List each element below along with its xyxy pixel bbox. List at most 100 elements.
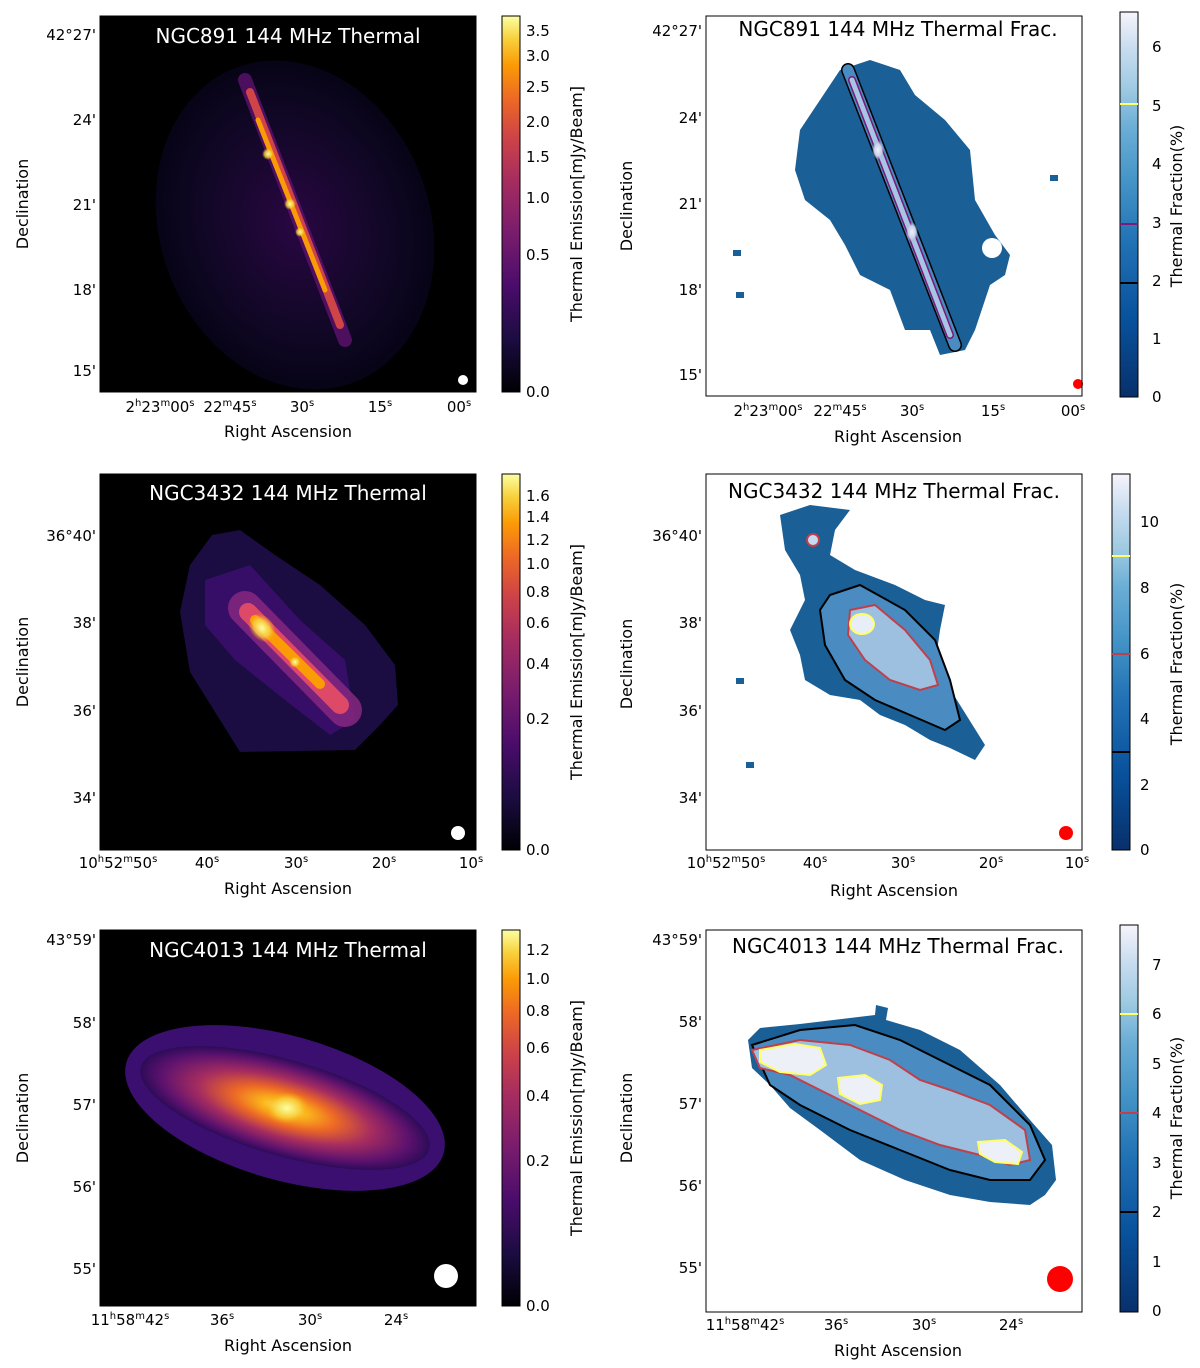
cbar-tick-label: 3 xyxy=(1152,1154,1162,1172)
cbar-tick-label: 3 xyxy=(1152,214,1162,232)
y-tick-label: 36°40' xyxy=(652,527,702,545)
panel-ngc3432-thermal: NGC3432 144 MHz Thermal 36°40' 38' 36' 3… xyxy=(13,473,586,898)
y-tick-label: 43°59' xyxy=(46,931,96,949)
y-tick-label: 56' xyxy=(73,1178,96,1196)
x-axis-label: Right Ascension xyxy=(830,881,958,900)
y-tick-label: 42°27' xyxy=(652,22,702,40)
colorbar-gradient xyxy=(1111,473,1131,851)
cbar-tick-label: 0.2 xyxy=(526,1152,550,1170)
colorbar: 0 1 2 3 4 5 6 7 Thermal Fraction(%) xyxy=(1119,924,1186,1320)
colorbar: 0.0 0.5 1.0 1.5 2.0 2.5 3.0 3.5 Thermal … xyxy=(501,15,586,401)
panel-title: NGC3432 144 MHz Thermal xyxy=(149,481,427,505)
y-tick-label: 15' xyxy=(73,362,96,380)
x-axis-label: Right Ascension xyxy=(224,422,352,441)
y-tick-label: 24' xyxy=(679,109,702,127)
y-tick-label: 57' xyxy=(73,1096,96,1114)
x-tick-labels: 10h52m50s 40s 30s 20s 10s xyxy=(687,854,1089,872)
y-tick-label: 57' xyxy=(679,1095,702,1113)
cbar-tick-label: 1.2 xyxy=(526,941,550,959)
y-tick-label: 43°59' xyxy=(652,931,702,949)
x-tick-label: 24s xyxy=(999,1316,1023,1334)
y-tick-label: 38' xyxy=(679,614,702,632)
y-axis-label: Declination xyxy=(617,1073,636,1163)
y-tick-label: 38' xyxy=(73,614,96,632)
x-axis-label: Right Ascension xyxy=(834,427,962,446)
y-tick-label: 24' xyxy=(73,111,96,129)
y-tick-labels: 42°27' 24' 21' 18' 15' xyxy=(46,26,96,380)
y-tick-label: 21' xyxy=(679,195,702,213)
cbar-tick-label: 8 xyxy=(1140,579,1150,597)
x-tick-label: 30s xyxy=(912,1316,936,1334)
map-fragment xyxy=(736,678,744,684)
y-tick-label: 18' xyxy=(73,281,96,299)
contour-6 xyxy=(806,533,820,547)
y-tick-label: 58' xyxy=(679,1013,702,1031)
y-tick-label: 55' xyxy=(679,1259,702,1277)
y-tick-label: 15' xyxy=(679,366,702,384)
x-tick-label: 36s xyxy=(824,1316,848,1334)
x-tick-label: 22m45s xyxy=(203,398,256,416)
cbar-tick-label: 3.0 xyxy=(526,47,550,65)
x-tick-label: 00s xyxy=(447,398,471,416)
hotspot xyxy=(262,148,274,160)
x-tick-labels: 11h58m42s 36s 30s 24s xyxy=(91,1311,408,1329)
x-tick-labels: 2h23m00s 22m45s 30s 15s 00s xyxy=(125,398,471,416)
y-tick-label: 42°27' xyxy=(46,26,96,44)
colorbar: 0 1 2 3 4 5 6 Thermal Fraction(%) xyxy=(1119,11,1186,406)
colorbar-label: Thermal Fraction(%) xyxy=(1167,583,1186,747)
colorbar-ticks: 0.0 0.5 1.0 1.5 2.0 2.5 3.0 3.5 xyxy=(526,22,550,401)
x-tick-label: 15s xyxy=(981,402,1005,420)
colorbar-label: Thermal Emission[mJy/Beam] xyxy=(567,86,586,323)
beam-marker xyxy=(451,826,465,840)
x-tick-label: 24s xyxy=(384,1311,408,1329)
colorbar-gradient xyxy=(501,473,521,851)
cbar-tick-label: 0.6 xyxy=(526,1039,550,1057)
panel-title: NGC4013 144 MHz Thermal Frac. xyxy=(732,934,1064,958)
panel-ngc4013-thermal: NGC4013 144 MHz Thermal 43°59' 58' 57' 5… xyxy=(13,929,586,1355)
x-tick-label: 10h52m50s xyxy=(79,854,158,872)
panel-ngc3432-fraction: NGC3432 144 MHz Thermal Frac. 36°40' 38'… xyxy=(617,473,1186,900)
cbar-tick-label: 6 xyxy=(1140,645,1150,663)
contour-4 xyxy=(750,1038,1032,1167)
x-axis-label: Right Ascension xyxy=(224,1336,352,1355)
cbar-tick-label: 2 xyxy=(1152,1203,1162,1221)
x-tick-label: 11h58m42s xyxy=(91,1311,170,1329)
cbar-tick-label: 0 xyxy=(1152,1302,1162,1320)
y-tick-label: 56' xyxy=(679,1177,702,1195)
map-fragment xyxy=(736,292,744,298)
beam-marker xyxy=(1047,1266,1073,1292)
hotspot xyxy=(289,656,301,668)
contour-9 xyxy=(849,613,875,635)
cbar-tick-label: 0.4 xyxy=(526,1087,550,1105)
colorbar-ticks: 0.0 0.2 0.4 0.6 0.8 1.0 1.2 1.4 1.6 xyxy=(526,487,550,859)
y-tick-label: 34' xyxy=(73,789,96,807)
x-tick-labels: 2h23m00s 22m45s 30s 15s 00s xyxy=(733,402,1085,420)
colorbar-gradient xyxy=(1119,11,1139,398)
y-tick-label: 36°40' xyxy=(46,527,96,545)
cbar-tick-label: 0.0 xyxy=(526,383,550,401)
beam-marker xyxy=(458,375,468,385)
y-axis-label: Declination xyxy=(13,159,32,249)
cbar-tick-label: 5 xyxy=(1152,1055,1162,1073)
y-tick-label: 55' xyxy=(73,1260,96,1278)
x-tick-label: 22m45s xyxy=(813,402,866,420)
x-tick-label: 20s xyxy=(979,854,1003,872)
panel-title: NGC891 144 MHz Thermal Frac. xyxy=(738,17,1057,41)
cbar-tick-label: 1.0 xyxy=(526,970,550,988)
cbar-tick-label: 1.5 xyxy=(526,148,550,166)
cbar-tick-label: 6 xyxy=(1152,1005,1162,1023)
x-tick-label: 30s xyxy=(891,854,915,872)
panel-title: NGC891 144 MHz Thermal xyxy=(156,24,421,48)
x-tick-label: 2h23m00s xyxy=(125,398,194,416)
map-fragment xyxy=(746,762,754,768)
cbar-tick-label: 1.2 xyxy=(526,531,550,549)
x-tick-label: 40s xyxy=(803,854,827,872)
x-tick-label: 40s xyxy=(195,854,219,872)
panel-ngc891-thermal: NGC891 144 MHz Thermal 42°27' 24' 21' 18… xyxy=(13,15,586,441)
cbar-tick-label: 2.5 xyxy=(526,78,550,96)
x-tick-labels: 11h58m42s 36s 30s 24s xyxy=(706,1316,1023,1334)
colorbar-gradient xyxy=(501,929,521,1307)
x-axis-label: Right Ascension xyxy=(834,1341,962,1360)
panel-ngc4013-fraction: NGC4013 144 MHz Thermal Frac. 43°59' 58'… xyxy=(617,924,1186,1360)
